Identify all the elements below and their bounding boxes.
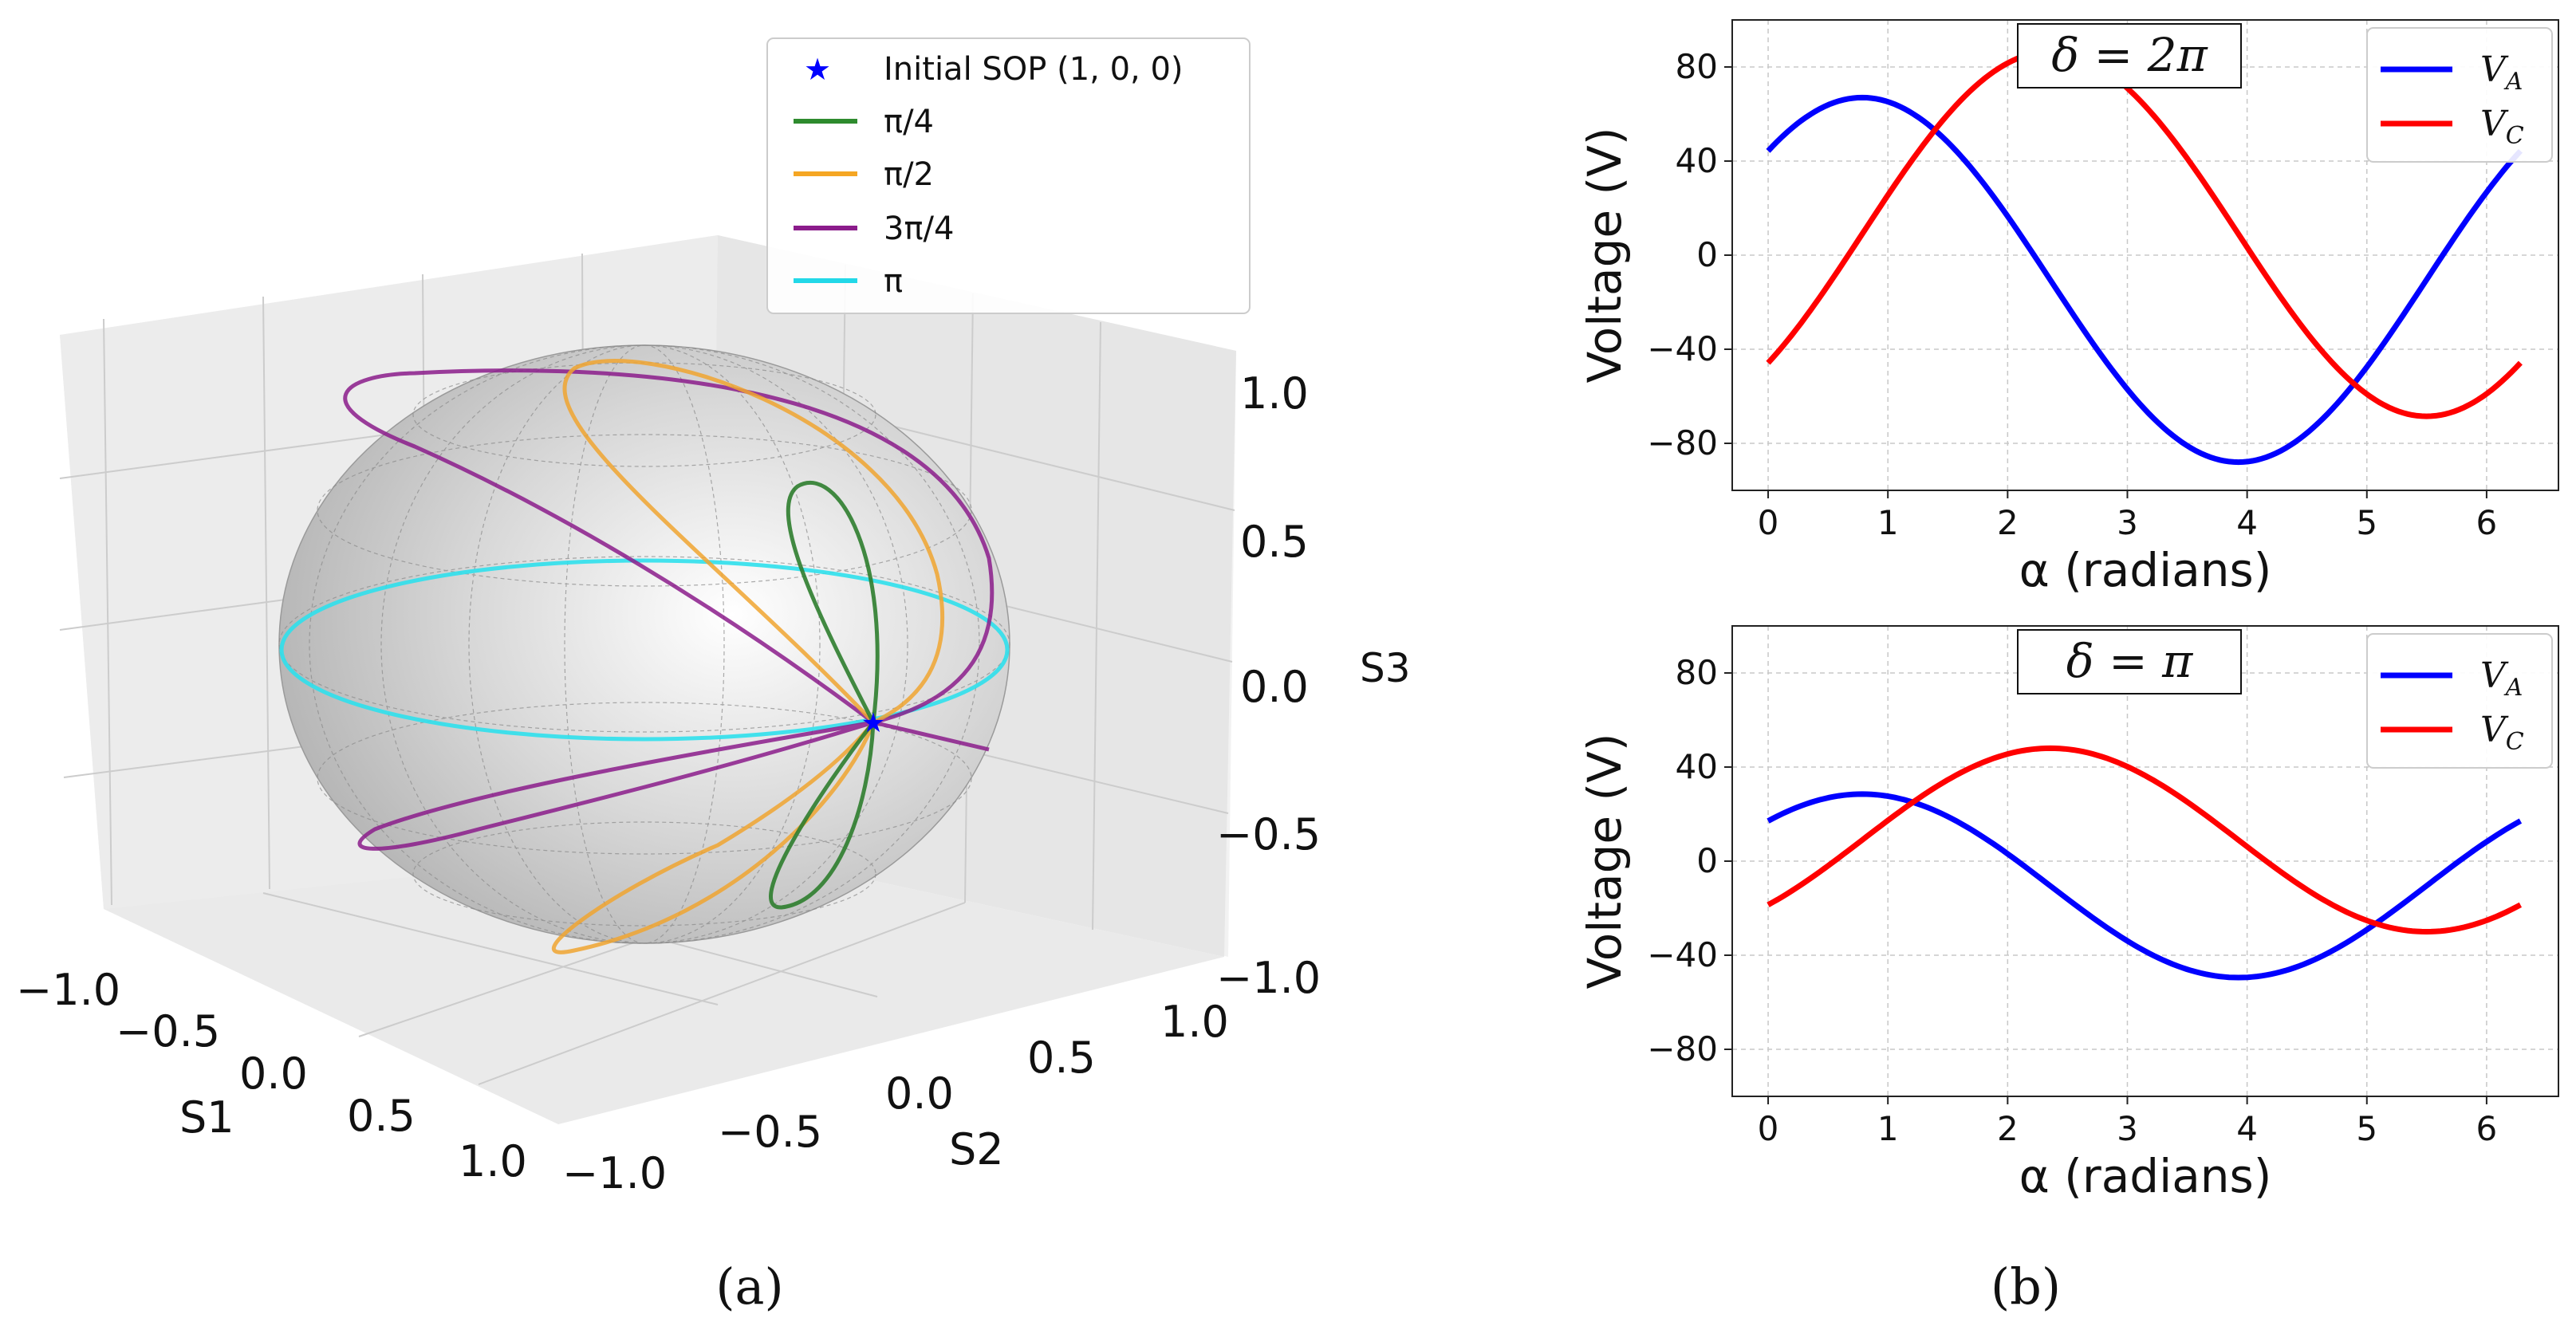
s2-tick: −0.5 [718, 1107, 822, 1157]
y-tick-label: −80 [1647, 423, 1718, 462]
legend-label: π/4 [884, 104, 934, 140]
s3-tick: 1.0 [1240, 368, 1309, 419]
chart-legend: VA VC [2366, 27, 2553, 163]
trajectory-pi-4 [769, 480, 880, 910]
x-tick-label: 2 [1997, 1109, 2019, 1148]
title-box [2017, 23, 2242, 89]
y-tick-label: 40 [1676, 747, 1718, 786]
s1-axis-label: S1 [179, 1092, 234, 1143]
y-axis-label: Voltage (V) [1578, 734, 1632, 990]
y-tick-label: −40 [1647, 329, 1718, 368]
s1-tick: 1.0 [459, 1136, 527, 1186]
sphere-legend: ★ Initial SOP (1, 0, 0) π/4 π/2 3π/4 π [766, 37, 1251, 314]
x-tick-label: 2 [1997, 503, 2019, 542]
legend-label: VA [2480, 655, 2523, 702]
legend-box [2366, 633, 2553, 769]
x-axis-label: α (radians) [2019, 543, 2272, 597]
s1-tick: −1.0 [16, 965, 120, 1015]
legend-label: VA [2480, 49, 2523, 96]
legend-label: VC [2480, 104, 2524, 150]
sphere-panel: ★ −1.0 −0.5 0.0 0.5 1.0 S1 −1.0 −0.5 0.0… [16, 37, 1411, 1316]
series-line [1766, 49, 2523, 419]
x-tick-label: 6 [2476, 503, 2498, 542]
x-tick-label: 3 [2117, 503, 2138, 542]
trajectory-3pi-4 [343, 368, 995, 851]
voltage-chart: 0 1 2 3 4 5 6 −80 −40 0 40 80 α (radians) Voltage (V)… [1578, 19, 2559, 597]
floor-pane [104, 845, 1224, 1124]
x-tick-label: 1 [1877, 503, 1899, 542]
x-tick-label: 1 [1877, 1109, 1899, 1148]
s1-tick: 0.0 [239, 1049, 308, 1099]
chart-title: δ = π [2066, 634, 2193, 688]
voltage-chart: 0 1 2 3 4 5 6 −80 −40 0 40 80 α (radians) Voltage (V)… [1578, 625, 2559, 1203]
y-tick-label: 80 [1676, 653, 1718, 692]
y-tick-label: 0 [1696, 235, 1718, 274]
series-line [1767, 791, 2523, 981]
s2-axis: −1.0 −0.5 0.0 0.5 1.0 S2 [562, 997, 1229, 1198]
x-tick-label: 5 [2356, 1109, 2377, 1148]
caption-a: (a) [715, 1257, 783, 1316]
x-tick-label: 4 [2236, 503, 2258, 542]
legend-label: π [884, 263, 903, 300]
s2-tick: −1.0 [562, 1148, 667, 1198]
y-axis-label: Voltage (V) [1578, 128, 1632, 384]
trajectory-pi [279, 558, 1010, 742]
s2-tick: 0.0 [885, 1068, 954, 1119]
x-tick-label: 0 [1758, 503, 1779, 542]
series-line [1767, 745, 2523, 935]
s1-tick: −0.5 [116, 1006, 220, 1056]
initial-sop-marker: ★ [861, 707, 885, 739]
y-tick-label: 0 [1696, 841, 1718, 880]
x-tick-label: 4 [2236, 1109, 2258, 1148]
x-tick-label: 5 [2356, 503, 2377, 542]
series-line [1766, 94, 2523, 466]
chart-title: δ = 2π [2051, 28, 2208, 82]
title-box [2017, 629, 2242, 694]
s3-tick: −0.5 [1216, 809, 1321, 860]
s2-tick: 1.0 [1160, 997, 1229, 1047]
legend-label: VC [2480, 710, 2524, 756]
trajectory-pi-2 [552, 359, 945, 954]
x-tick-label: 0 [1758, 1109, 1779, 1148]
s3-axis-label: S3 [1360, 645, 1411, 691]
y-tick-label: 40 [1676, 141, 1718, 180]
s1-axis: −1.0 −0.5 0.0 0.5 1.0 S1 [16, 965, 527, 1186]
legend-label: 3π/4 [884, 211, 954, 247]
x-tick-label: 6 [2476, 1109, 2498, 1148]
s2-tick: 0.5 [1027, 1033, 1096, 1083]
s3-tick: 0.5 [1240, 517, 1309, 567]
chart-legend: VA VC [2366, 633, 2553, 769]
s3-tick: 0.0 [1240, 662, 1309, 712]
s2-axis-label: S2 [949, 1124, 1004, 1175]
x-tick-label: 3 [2117, 1109, 2138, 1148]
s3-tick: −1.0 [1216, 953, 1321, 1003]
legend-star-icon: ★ [804, 52, 831, 87]
s1-tick: 0.5 [347, 1091, 416, 1141]
sphere-wireframe [278, 344, 1010, 944]
y-tick-label: 80 [1676, 47, 1718, 86]
legend-label: π/2 [884, 156, 934, 193]
legend-box [2366, 27, 2553, 163]
caption-b: (b) [1991, 1257, 2061, 1316]
y-tick-label: −40 [1647, 935, 1718, 974]
legend-initial-sop: Initial SOP (1, 0, 0) [884, 51, 1184, 88]
s3-axis: 1.0 0.5 0.0 −0.5 −1.0 S3 [1216, 368, 1411, 1003]
y-tick-label: −80 [1647, 1029, 1718, 1068]
x-axis-label: α (radians) [2019, 1149, 2272, 1203]
